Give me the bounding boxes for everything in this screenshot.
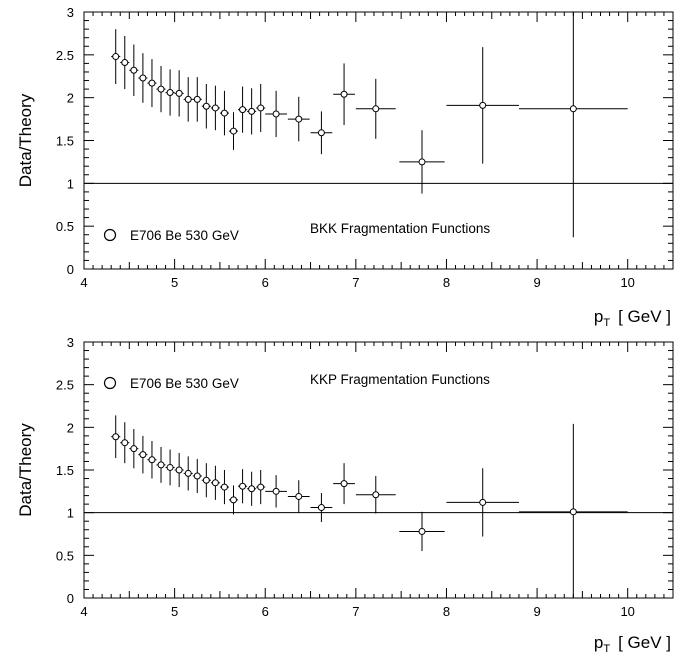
x-axis-label-symbol: p: [594, 307, 603, 326]
y-tick-label: 0.5: [56, 219, 74, 234]
chart-panel-kkp: 0 0.5 1 1.5 2 2.5 3 4 5 6 7 8 9 10 Data/Theory pT [ GeV …: [16, 335, 674, 655]
data-point: [372, 491, 380, 499]
data-point: [340, 480, 348, 488]
x-tick-label: 9: [533, 604, 540, 619]
data-point: [257, 483, 265, 491]
data-point: [157, 461, 165, 469]
data-point: [175, 89, 183, 97]
annotation-text: KKP Fragmentation Functions: [310, 372, 490, 387]
data-point: [239, 482, 247, 490]
data-point: [220, 109, 228, 117]
x-tick-label: 7: [352, 275, 359, 290]
data-point: [166, 89, 174, 97]
y-tick-label: 0: [67, 262, 74, 277]
data-point: [569, 105, 577, 113]
data-point: [184, 469, 192, 477]
data-point: [239, 106, 247, 114]
legend-marker: [103, 376, 117, 390]
data-point: [193, 472, 201, 480]
x-axis-label-unit: [ GeV ]: [618, 307, 671, 326]
legend-label: E706 Be 530 GeV: [130, 228, 239, 243]
data-point: [157, 85, 165, 93]
x-tick-label: 6: [262, 275, 269, 290]
data-point: [230, 496, 238, 504]
y-axis-label: Data/Theory: [16, 93, 35, 187]
y-tick-label: 1.5: [56, 463, 74, 478]
x-tick-label: 10: [620, 275, 634, 290]
x-tick-label: 10: [620, 604, 634, 619]
data-point: [148, 79, 156, 87]
chart-panel-bkk: 0 0.5 1 1.5 2 2.5 3 4 5 6 7 8 9 10 Data/Theory pT [ GeV …: [16, 5, 674, 329]
data-point: [112, 433, 120, 441]
data-point: [295, 115, 303, 123]
y-tick-label: 2: [67, 420, 74, 435]
x-axis-label: pT [ GeV ]: [594, 307, 671, 329]
data-point: [418, 527, 426, 535]
x-tick-label: 5: [171, 275, 178, 290]
legend-label: E706 Be 530 GeV: [130, 376, 239, 391]
y-tick-label: 2.5: [56, 378, 74, 393]
y-tick-label: 3: [67, 5, 74, 20]
data-point: [121, 59, 129, 67]
x-tick-label: 5: [171, 604, 178, 619]
data-point: [479, 498, 487, 506]
data-point: [272, 110, 280, 118]
x-tick-label: 4: [80, 604, 87, 619]
data-point: [139, 451, 147, 459]
x-axis-label: pT [ GeV ]: [594, 633, 671, 655]
data-point: [184, 95, 192, 103]
data-point: [112, 53, 120, 61]
data-point: [139, 74, 147, 82]
data-point: [202, 102, 210, 110]
data-point: [295, 492, 303, 500]
y-axis-label: Data/Theory: [16, 423, 35, 517]
data-point: [372, 105, 380, 113]
data-point: [130, 445, 138, 453]
y-tick-label: 2.5: [56, 48, 74, 63]
y-tick-label: 1.5: [56, 134, 74, 149]
data-point: [272, 487, 280, 495]
y-tick-label: 0.5: [56, 548, 74, 563]
data-point: [175, 466, 183, 474]
data-point: [220, 483, 228, 491]
data-point: [121, 439, 129, 447]
x-axis-label-symbol: p: [594, 633, 603, 652]
data-point: [211, 479, 219, 487]
y-tick-label: 2: [67, 91, 74, 106]
data-point: [211, 104, 219, 112]
y-tick-label: 3: [67, 335, 74, 350]
x-tick-label: 7: [352, 604, 359, 619]
x-tick-label: 8: [443, 604, 450, 619]
data-point: [317, 504, 325, 512]
legend-marker: [103, 228, 117, 242]
y-tick-label: 0: [67, 591, 74, 606]
y-tick-label: 1: [67, 506, 74, 521]
data-point: [148, 456, 156, 464]
annotation-text: BKK Fragmentation Functions: [310, 221, 490, 236]
x-axis-label-subscript: T: [603, 317, 610, 329]
data-point: [130, 66, 138, 74]
data-point: [230, 127, 238, 135]
x-tick-label: 4: [80, 275, 87, 290]
y-tick-label: 1: [67, 176, 74, 191]
data-point: [166, 463, 174, 471]
data-point: [257, 104, 265, 112]
x-tick-label: 8: [443, 275, 450, 290]
data-point: [569, 508, 577, 516]
data-point: [202, 476, 210, 484]
x-tick-label: 6: [262, 604, 269, 619]
data-point: [317, 129, 325, 137]
data-point: [340, 90, 348, 98]
data-point: [248, 485, 256, 493]
x-axis-label-unit: [ GeV ]: [618, 633, 671, 652]
data-point: [193, 95, 201, 103]
data-point: [479, 101, 487, 109]
x-tick-label: 9: [533, 275, 540, 290]
data-point: [418, 158, 426, 166]
x-axis-label-subscript: T: [603, 643, 610, 655]
data-point: [248, 107, 256, 115]
